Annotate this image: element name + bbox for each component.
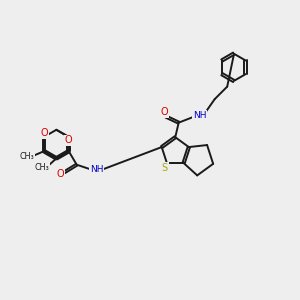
- Text: O: O: [40, 128, 48, 138]
- Text: O: O: [65, 136, 73, 146]
- Text: S: S: [162, 163, 168, 173]
- Text: CH₃: CH₃: [20, 152, 34, 161]
- Text: O: O: [160, 107, 168, 117]
- Text: NH: NH: [193, 111, 207, 120]
- Text: CH₃: CH₃: [34, 164, 50, 172]
- Text: NH: NH: [90, 165, 104, 174]
- Text: O: O: [56, 169, 64, 178]
